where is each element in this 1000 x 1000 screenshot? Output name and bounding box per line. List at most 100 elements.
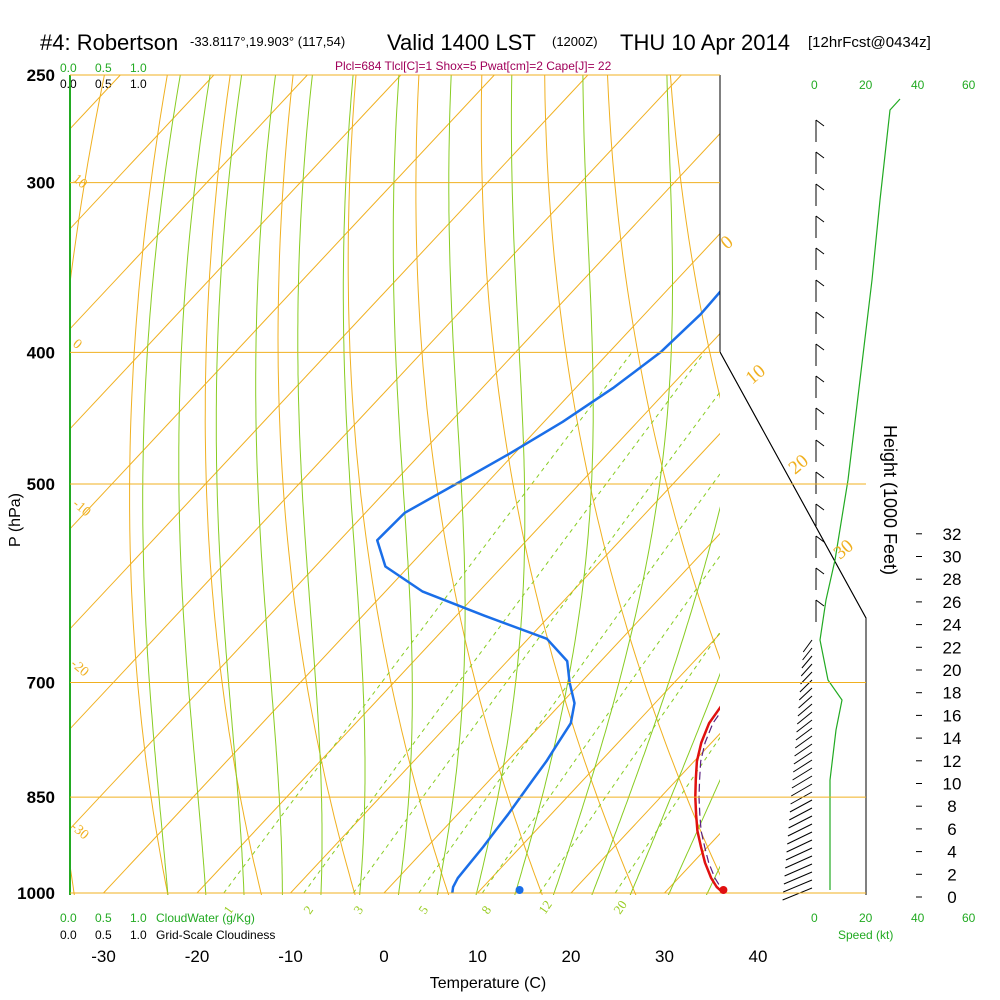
moist-adiabat-line bbox=[436, 75, 466, 895]
mixing-ratio-label: 20 bbox=[610, 897, 630, 916]
tropopause-line bbox=[719, 351, 867, 619]
moist-adiabat-line bbox=[629, 672, 720, 895]
wind-panel bbox=[719, 75, 901, 901]
wind-barb-flag bbox=[815, 215, 825, 223]
dry-adiabat-line bbox=[606, 75, 720, 661]
wind-barb bbox=[798, 695, 813, 709]
mixing-ratio-line bbox=[223, 351, 633, 894]
dewpoint-line bbox=[375, 290, 720, 894]
top-cw-tick: 0.0 bbox=[60, 61, 77, 75]
pressure-axis: 250 300 400 500 700 850 1000 bbox=[17, 66, 55, 903]
wind-barb bbox=[802, 639, 813, 653]
mixing-ratio-label: 3 bbox=[350, 903, 366, 917]
temperature-tick-label: 20 bbox=[562, 947, 581, 966]
speed-label: Speed (kt) bbox=[838, 928, 893, 942]
dry-adiabat-line bbox=[277, 75, 356, 895]
wind-barb bbox=[800, 671, 813, 685]
top-speed-tick: 20 bbox=[859, 78, 873, 92]
dry-adiabat-line bbox=[480, 75, 637, 895]
dry-adiabat-label: -10 bbox=[69, 497, 93, 520]
pressure-tick-label: 700 bbox=[27, 674, 55, 693]
top-speed-tick: 40 bbox=[911, 78, 925, 92]
wind-barb-flag bbox=[815, 535, 825, 543]
wind-barb bbox=[789, 799, 813, 813]
wind-barb bbox=[792, 759, 813, 773]
wind-barb bbox=[796, 719, 813, 733]
isotherm-label: 10 bbox=[742, 361, 770, 389]
temperature-tick-label: -20 bbox=[185, 947, 210, 966]
moist-adiabat-line bbox=[705, 865, 720, 895]
pressure-tick-label: 300 bbox=[27, 174, 55, 193]
sounding-params: Plcl=684 Tlcl[C]=1 Shox=5 Pwat[cm]=2 Cap… bbox=[335, 59, 612, 73]
top-speed-tick: 60 bbox=[962, 78, 976, 92]
bottom-cl-tick: 1.0 bbox=[130, 928, 147, 942]
pressure-tick-label: 250 bbox=[27, 66, 55, 85]
wind-barb bbox=[782, 887, 813, 901]
bottom-cw-tick: 0.5 bbox=[95, 911, 112, 925]
wind-barb-flag bbox=[815, 471, 825, 479]
cloudwater-label: CloudWater (g/Kg) bbox=[156, 911, 255, 925]
bottom-speed-tick: 60 bbox=[962, 911, 976, 925]
moist-adiabat-line bbox=[667, 778, 720, 895]
x-axis-label: Temperature (C) bbox=[430, 975, 546, 992]
height-tick-label: 28 bbox=[943, 570, 962, 589]
wind-barb bbox=[800, 663, 813, 677]
wind-barb bbox=[795, 727, 813, 741]
wind-barb-flag bbox=[815, 279, 825, 287]
temperature-tick-label: -30 bbox=[91, 947, 116, 966]
height-tick-label: 22 bbox=[943, 638, 962, 657]
wind-barb bbox=[801, 655, 813, 669]
wind-barb bbox=[785, 855, 813, 869]
station-name: #4: Robertson bbox=[40, 30, 178, 55]
wind-barb-flag bbox=[815, 599, 825, 607]
mixing-ratio-line bbox=[481, 555, 720, 894]
temperature-tick-label: 40 bbox=[749, 947, 768, 966]
height-tick-label: 6 bbox=[947, 820, 956, 839]
height-tick-label: 16 bbox=[943, 706, 962, 725]
isotherm-label: 20 bbox=[785, 451, 813, 479]
valid-time: Valid 1400 LST bbox=[387, 30, 536, 55]
temperature-tick-label: 10 bbox=[468, 947, 487, 966]
dry-adiabat-label: 0 bbox=[69, 337, 84, 353]
height-tick-label: 18 bbox=[943, 684, 962, 703]
pressure-tick-label: 850 bbox=[27, 788, 55, 807]
parcel-line bbox=[698, 712, 720, 888]
wind-barb bbox=[784, 863, 813, 877]
wind-barb-flag bbox=[815, 439, 825, 447]
dry-adiabat-line bbox=[855, 51, 1000, 922]
bottom-speed-tick: 0 bbox=[811, 911, 818, 925]
dry-adiabat-line bbox=[980, 51, 1000, 922]
wind-barb bbox=[798, 687, 813, 701]
bottom-speed-tick: 20 bbox=[859, 911, 873, 925]
bottom-speed-tick: 40 bbox=[911, 911, 925, 925]
wind-barb bbox=[790, 783, 813, 797]
temperature-tick-label: 0 bbox=[379, 947, 388, 966]
moist-adiabat-line bbox=[297, 75, 323, 895]
isotherm-line bbox=[70, 75, 308, 330]
wind-barb bbox=[797, 703, 813, 717]
height-tick-label: 30 bbox=[943, 548, 962, 567]
utc-time: (1200Z) bbox=[552, 34, 598, 49]
height-tick-label: 8 bbox=[947, 797, 956, 816]
speed-profile-line bbox=[819, 98, 901, 890]
height-tick-label: 4 bbox=[947, 843, 956, 862]
dry-adiabat-line bbox=[204, 75, 263, 895]
wind-barb bbox=[796, 711, 813, 725]
dewpoint-surface-marker bbox=[515, 886, 524, 894]
pressure-tick-label: 1000 bbox=[17, 884, 55, 903]
top-speed-scale: 0 20 40 60 bbox=[811, 78, 976, 92]
top-cl-tick: 1.0 bbox=[130, 77, 147, 91]
moist-adiabat-line bbox=[215, 75, 245, 895]
bottom-cl-tick: 0.5 bbox=[95, 928, 112, 942]
mixing-ratio-label: 8 bbox=[478, 903, 494, 917]
forecast-date: THU 10 Apr 2014 bbox=[620, 30, 790, 55]
isotherm-line bbox=[70, 75, 402, 430]
wind-barb-flag bbox=[815, 247, 825, 255]
dry-adiabat-label: -30 bbox=[67, 820, 91, 843]
isotherm-line bbox=[383, 532, 720, 894]
skewt-background bbox=[70, 51, 1000, 922]
temperature-tick-label: 30 bbox=[655, 947, 674, 966]
top-cw-tick: 0.5 bbox=[95, 61, 112, 75]
